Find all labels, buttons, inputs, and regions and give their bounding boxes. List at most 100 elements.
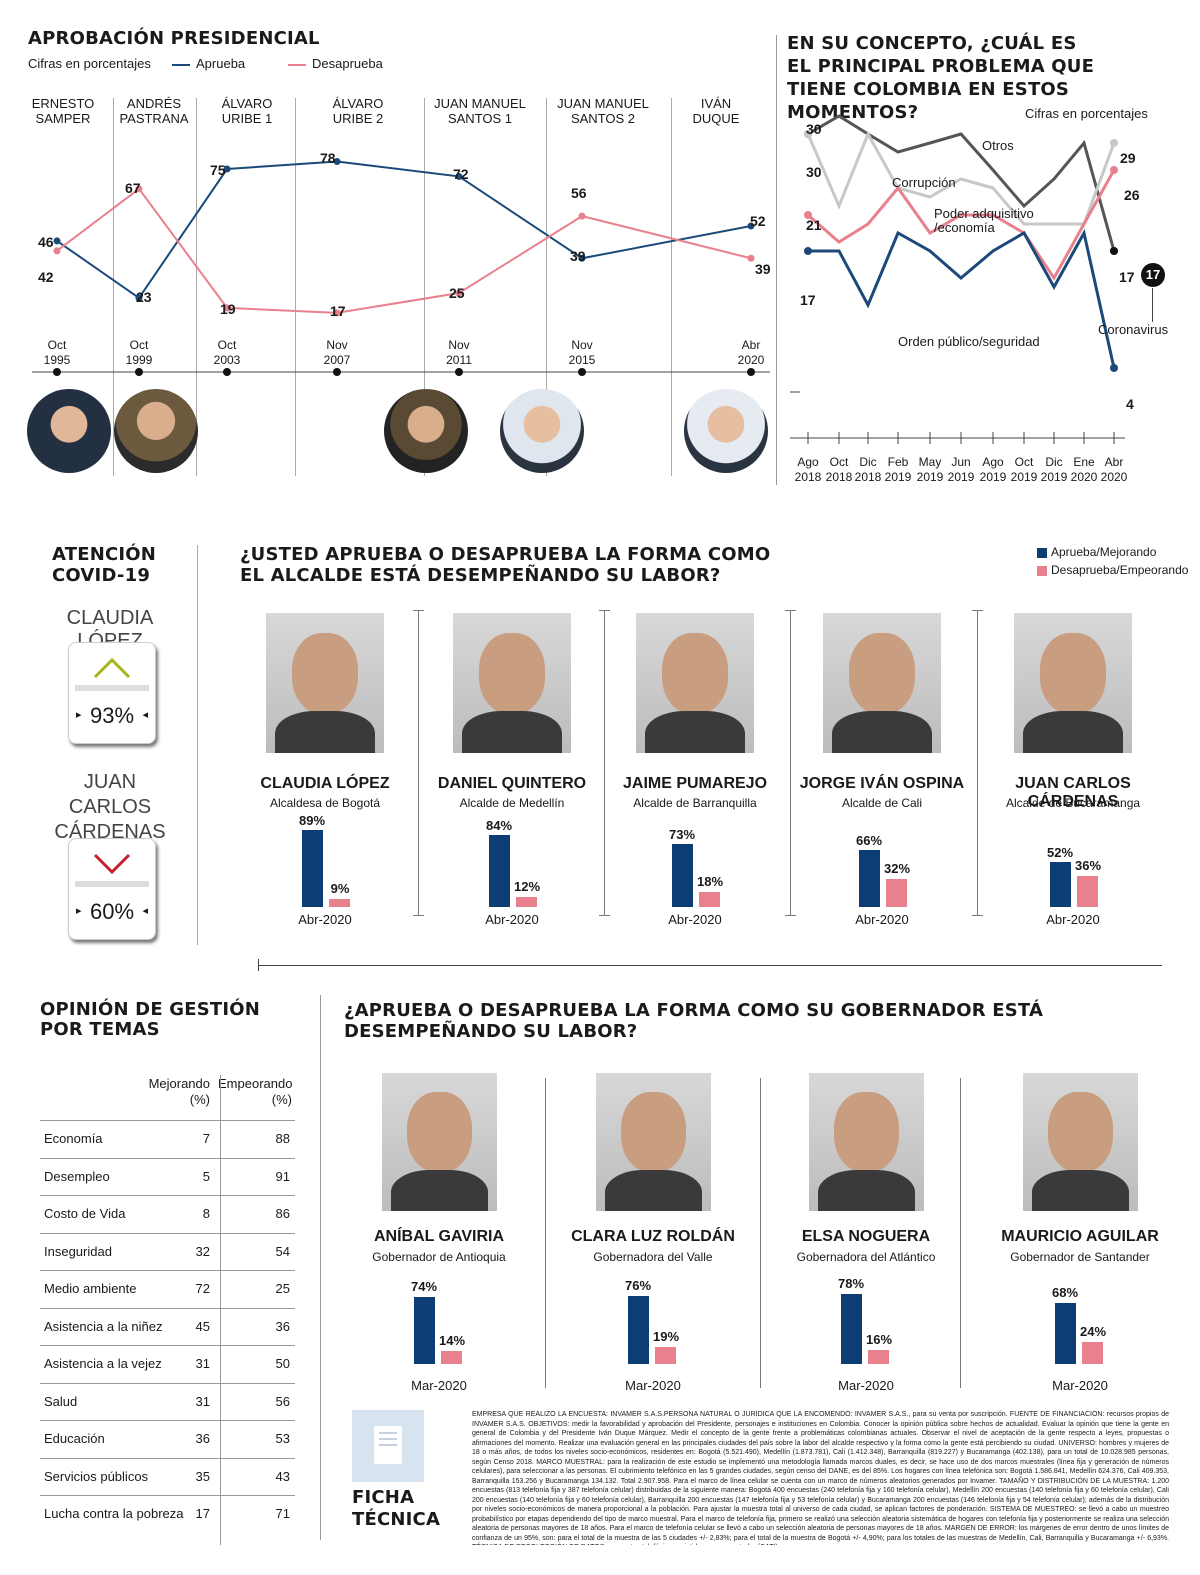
approve-label-santos2: 39 [570, 248, 586, 264]
value-poder-end: 26 [1124, 187, 1140, 203]
mayors-title: ¿USTED APRUEBA O DESAPRUEBA LA FORMA COM… [240, 544, 771, 586]
mayor-role: Alcalde de Bucaramanga [1005, 796, 1141, 810]
arrow-right-icon: ▸ [76, 709, 82, 721]
divider-cap [599, 610, 610, 611]
bar-approve [489, 834, 510, 907]
problems-subtitle: Cifras en porcentajes [1025, 106, 1148, 121]
x-tick-label: Jun 2019 [947, 455, 975, 484]
mejorando-value: 35 [195, 1468, 210, 1484]
governor-photo [382, 1073, 497, 1211]
disapprove-value: 12% [513, 878, 541, 894]
legend-disapprove: Desaprueba [312, 56, 383, 71]
portrait-santos [500, 389, 584, 473]
mejorando-value: 45 [195, 1318, 210, 1334]
empeorando-value: 88 [275, 1131, 290, 1146]
mejorando-value: 31 [195, 1356, 210, 1371]
series-label-orden: Orden público/seguridad [898, 334, 1040, 349]
divider-cap [972, 915, 983, 916]
legend-approve: Aprueba [196, 56, 246, 71]
data-point [135, 185, 143, 193]
problems-title: EN SU CONCEPTO, ¿CUÁL ES EL PRINCIPAL PRO… [787, 33, 1095, 123]
column-divider [418, 610, 419, 915]
table-row: Costo de Vida 8 86 [40, 1195, 295, 1233]
topic-label: Economía [44, 1131, 103, 1146]
series-line [807, 169, 1116, 281]
mejorando-value: 36 [195, 1431, 210, 1446]
arrow-left-icon: ◂ [142, 709, 148, 721]
divider-cap [785, 915, 796, 916]
disapprove-value: 24% [1079, 1324, 1107, 1340]
mejorando-value: 8 [202, 1206, 210, 1221]
mayor-role: Alcalde de Cali [841, 796, 923, 810]
date-label: Oct 1995 [43, 338, 71, 367]
disapprove-value: 18% [696, 873, 724, 889]
date-label: Nov 2015 [568, 338, 596, 367]
ficha-text: EMPRESA QUE REALIZÓ LA ENCUESTA: INVAMER… [472, 1411, 1169, 1545]
mayor-name: JAIME PUMAREJO [622, 775, 768, 792]
axis-marker [747, 368, 755, 376]
era-divider [196, 98, 197, 476]
approve-label-duque: 52 [750, 213, 766, 229]
value-corrupcion-end: 29 [1120, 150, 1136, 166]
value-poder-start: 21 [806, 217, 822, 233]
column-divider [790, 610, 791, 915]
x-tick-label: Ene 2020 [1070, 455, 1098, 484]
topics-col-mejorando: Mejorando (%) [148, 1076, 210, 1107]
table-row: Medio ambiente 72 25 [40, 1270, 295, 1308]
mayor-name: DANIEL QUINTERO [437, 775, 587, 792]
data-point [333, 309, 341, 317]
x-tick-label: Dic 2018 [854, 455, 882, 484]
table-row: Economía 7 88 [40, 1120, 295, 1158]
era-label-duque: IVÁN DUQUE [692, 96, 740, 126]
arrow-left-icon: ◂ [142, 905, 148, 917]
portrait-uribe [384, 389, 468, 473]
axis-marker [135, 368, 143, 376]
data-point [455, 172, 463, 180]
data-point [223, 304, 231, 312]
value-otros-end: 17 [1119, 269, 1135, 285]
mayor-photo [453, 613, 571, 753]
date-label: Nov 2007 [323, 338, 351, 367]
mayor-name: JUAN CARLOS CÁRDENAS [1015, 775, 1131, 810]
approve-label-santos1: 72 [453, 166, 469, 182]
approve-value: 52% [1046, 845, 1074, 861]
data-point [747, 222, 755, 230]
approve-value: 73% [668, 827, 696, 843]
empeorando-value: 53 [275, 1431, 290, 1446]
mejorando-value: 7 [202, 1131, 210, 1146]
topic-label: Inseguridad [44, 1243, 112, 1259]
data-point [333, 158, 341, 166]
value-orden-start: 17 [800, 292, 816, 308]
presidential-subtitle: Cifras en porcentajes [28, 56, 151, 71]
governors-title: ¿APRUEBA O DESAPRUEBA LA FORMA COMO SU G… [344, 1000, 1044, 1042]
chevron-up-icon [75, 657, 149, 691]
era-label-uribe1: ÁLVARO URIBE 1 [221, 96, 273, 126]
approve-label-samper: 46 [38, 234, 54, 250]
date-label: Abr-2020 [485, 912, 539, 927]
section-divider [776, 35, 777, 485]
date-label: Mar-2020 [411, 1378, 467, 1393]
section-divider [197, 545, 198, 945]
date-label: Mar-2020 [625, 1378, 681, 1393]
topic-label: Educación [44, 1431, 105, 1446]
covid-value-lopez: 93% [89, 703, 135, 728]
date-label: Abr-2020 [855, 912, 909, 927]
approve-value: 74% [410, 1279, 438, 1295]
data-point [578, 254, 586, 262]
series-line [807, 114, 1116, 252]
date-label: Nov 2011 [446, 338, 472, 367]
topic-label: Desempleo [44, 1168, 110, 1184]
legend-approve-swatch [1037, 548, 1047, 558]
empeorando-value: 50 [275, 1356, 290, 1371]
empeorando-value: 43 [275, 1468, 290, 1484]
mayor-role: Alcalde de Medellín [459, 796, 565, 810]
covid-card-cardenas: 60% ▸ ◂ [68, 838, 156, 940]
x-tick-label: Ago 2019 [979, 455, 1007, 484]
table-row: Salud 31 56 [40, 1382, 295, 1421]
bar-disapprove [886, 879, 907, 907]
mejorando-value: 72 [195, 1281, 210, 1296]
topics-title: OPINIÓN DE GESTIÓN POR TEMAS [40, 999, 261, 1040]
era-label-samper: ERNESTO SAMPER [31, 96, 95, 126]
bar-disapprove [441, 1351, 462, 1364]
covid-title: ATENCIÓN COVID-19 [52, 544, 157, 586]
